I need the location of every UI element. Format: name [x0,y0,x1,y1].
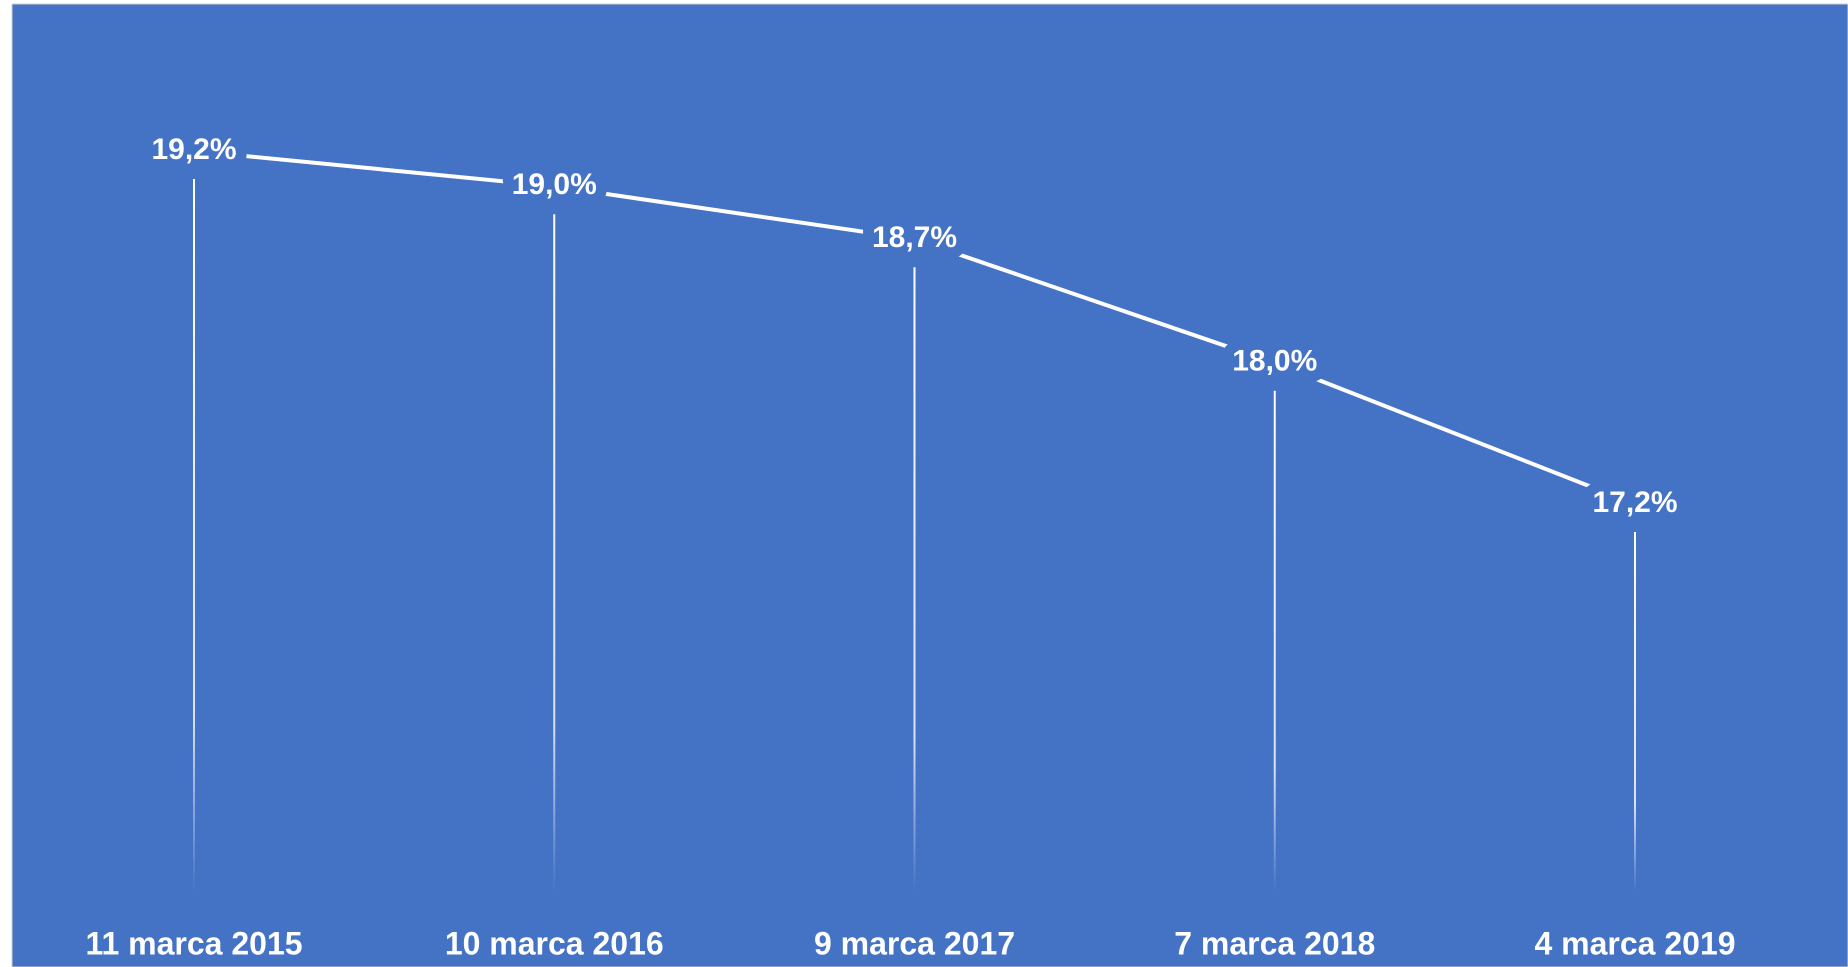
chart-background [11,3,1848,967]
line [193,149,1636,506]
drop-line [193,179,195,892]
data-label: 18,7% [872,221,957,254]
drop-line [913,267,916,892]
data-label: 17,2% [1592,486,1677,519]
drop-line [1273,390,1276,892]
x-tick-label: 7 marca 2018 [1174,925,1375,961]
x-tick-label: 9 marca 2017 [814,925,1015,961]
data-label: 19,2% [151,133,236,166]
data-label: 19,0% [512,168,597,201]
x-tick-label: 10 marca 2016 [445,925,664,961]
data-label: 18,0% [1232,345,1317,378]
x-tick-label: 11 marca 2015 [85,925,302,961]
drop-line [1634,532,1636,892]
x-tick-label: 4 marca 2019 [1534,925,1735,961]
drop-line [553,214,556,893]
